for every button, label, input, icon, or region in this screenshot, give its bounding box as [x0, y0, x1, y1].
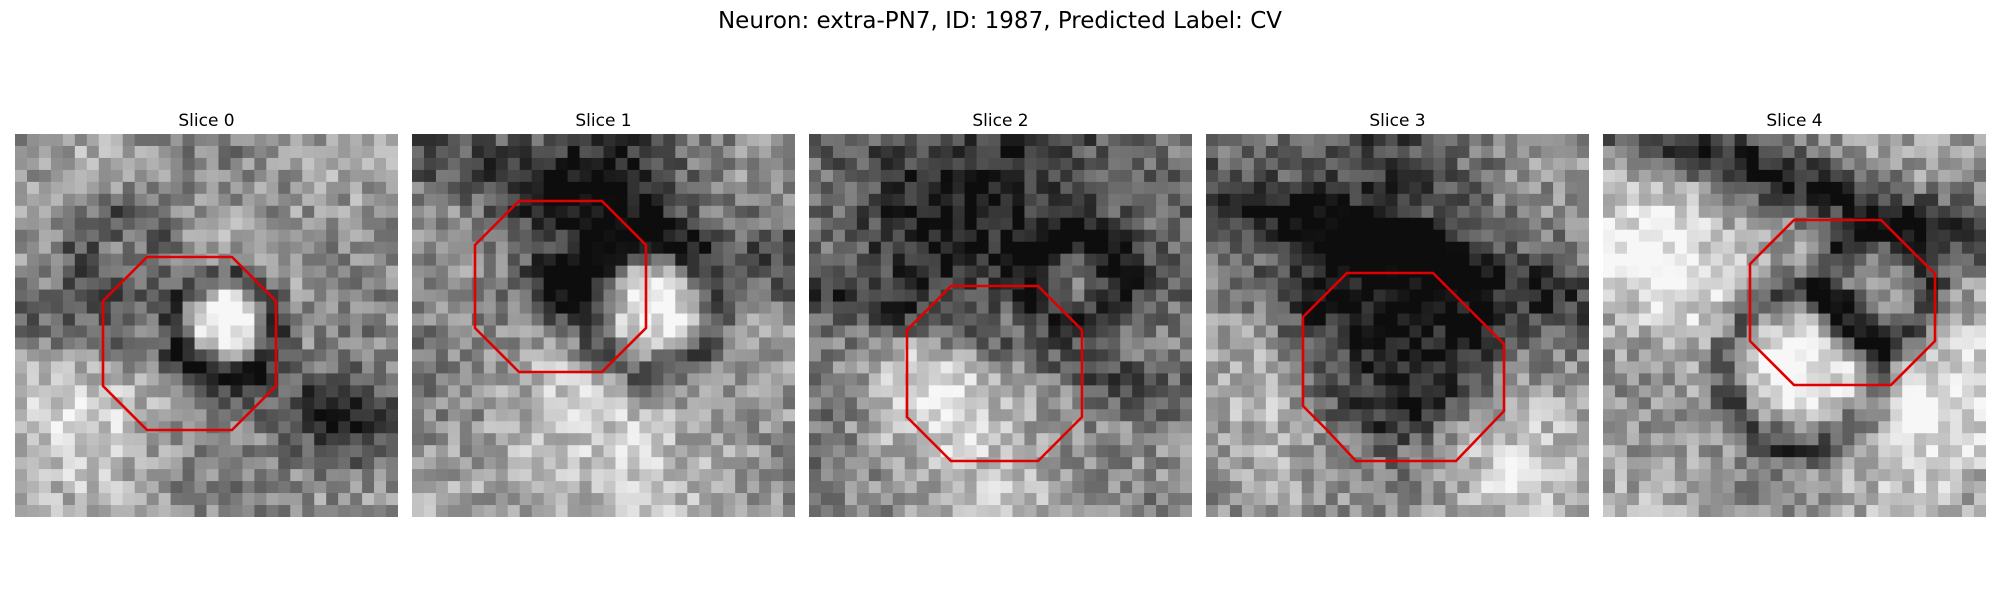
slice-title-4: Slice 4 — [1766, 111, 1823, 131]
slice-title-3: Slice 3 — [1369, 111, 1426, 131]
slice-title-2: Slice 2 — [972, 111, 1029, 131]
slice-title-0: Slice 0 — [178, 111, 235, 131]
roi-outline-1 — [473, 199, 648, 374]
roi-outline-3 — [1301, 271, 1506, 463]
slice-panel-0: Slice 0 — [15, 108, 398, 517]
slice-panel-2: Slice 2 — [809, 108, 1192, 517]
slice-panel-1: Slice 1 — [412, 108, 795, 517]
roi-outline-4 — [1748, 218, 1937, 387]
em-slice-image-1 — [412, 134, 795, 517]
roi-outline-2 — [905, 284, 1084, 463]
figure-title: Neuron: extra-PN7, ID: 1987, Predicted L… — [717, 8, 1283, 34]
em-slice-image-2 — [809, 134, 1192, 517]
slice-panel-3: Slice 3 — [1206, 108, 1589, 517]
em-slice-image-3 — [1206, 134, 1589, 517]
slice-title-1: Slice 1 — [575, 111, 632, 131]
roi-outline-0 — [101, 255, 278, 432]
em-slice-image-0 — [15, 134, 398, 517]
slice-panel-4: Slice 4 — [1603, 108, 1986, 517]
em-slice-image-4 — [1603, 134, 1986, 517]
